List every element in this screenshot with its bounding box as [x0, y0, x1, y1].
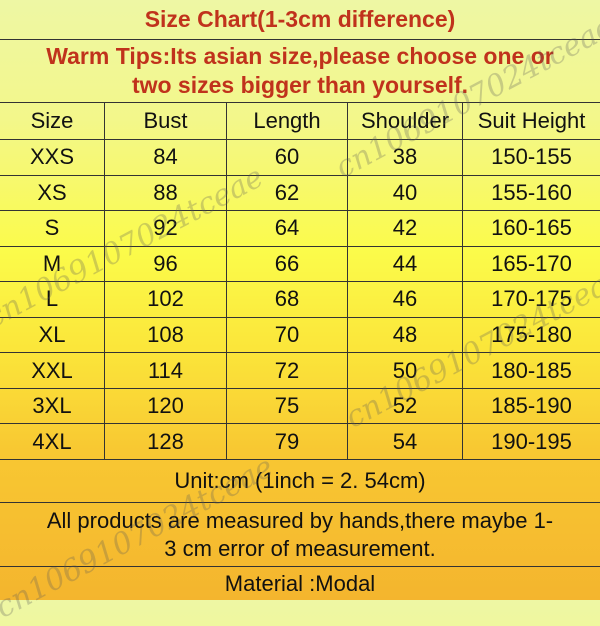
cell-size: 4XL — [0, 424, 105, 459]
material-row: Material :Modal — [224, 570, 376, 596]
cell-shoulder: 42 — [348, 211, 463, 246]
cell-length: 70 — [227, 317, 348, 353]
table-row: M 96 66 44 165-170 — [0, 246, 600, 283]
cell-shoulder: 52 — [348, 388, 463, 424]
cell-size: L — [0, 282, 105, 317]
cell-bust: 128 — [105, 424, 227, 459]
note-line1: All products are measured by hands,there… — [46, 507, 554, 533]
table-row: XXL 114 72 50 180-185 — [0, 353, 600, 389]
header-bust: Bust — [105, 103, 227, 139]
cell-bust: 96 — [105, 246, 227, 282]
cell-bust: 88 — [105, 175, 227, 211]
cell-bust: 92 — [105, 211, 227, 246]
cell-length: 60 — [227, 140, 348, 175]
header-suit-height: Suit Height — [477, 108, 586, 133]
cell-length: 66 — [227, 246, 348, 282]
cell-suit-height: 175-180 — [491, 322, 572, 348]
unit-row: Unit:cm (1inch = 2. 54cm) — [0, 460, 600, 503]
cell-bust: 114 — [105, 353, 227, 388]
cell-length: 62 — [227, 175, 348, 211]
cell-length: 79 — [227, 424, 348, 459]
cell-size: XS — [0, 175, 105, 211]
cell-suit-height: 180-185 — [491, 357, 572, 383]
warm-tips-line2: two sizes bigger than yourself. — [131, 72, 469, 98]
cell-suit-height: 170-175 — [491, 286, 572, 312]
cell-length: 68 — [227, 282, 348, 317]
cell-size: XXS — [0, 140, 105, 175]
cell-suit-height: 185-190 — [491, 393, 572, 419]
cell-size: XXL — [0, 353, 105, 388]
cell-shoulder: 38 — [348, 140, 463, 175]
cell-bust: 84 — [105, 140, 227, 175]
cell-size: XL — [0, 317, 105, 353]
cell-bust: 102 — [105, 282, 227, 317]
cell-length: 72 — [227, 353, 348, 388]
cell-shoulder: 50 — [348, 353, 463, 388]
cell-length: 75 — [227, 388, 348, 424]
cell-suit-height: 165-170 — [491, 250, 572, 276]
cell-suit-height: 155-160 — [491, 179, 572, 205]
cell-bust: 120 — [105, 388, 227, 424]
table-row: XS 88 62 40 155-160 — [0, 175, 600, 212]
header-size: Size — [0, 103, 105, 139]
cell-size: 3XL — [0, 388, 105, 424]
table-row: 4XL 128 79 54 190-195 — [0, 424, 600, 460]
note-line2: 3 cm error of measurement. — [164, 535, 436, 561]
table-row: XXS 84 60 38 150-155 — [0, 140, 600, 176]
cell-size: S — [0, 211, 105, 246]
table-header: Size Bust Length Shoulder Suit Height — [0, 103, 600, 140]
table-row: XL 108 70 48 175-180 — [0, 317, 600, 354]
header-length: Length — [227, 103, 348, 139]
table-row: S 92 64 42 160-165 — [0, 211, 600, 247]
table-row: L 102 68 46 170-175 — [0, 282, 600, 318]
cell-suit-height: 190-195 — [491, 428, 572, 454]
cell-shoulder: 40 — [348, 175, 463, 211]
cell-size: M — [0, 246, 105, 282]
cell-bust: 108 — [105, 317, 227, 353]
cell-shoulder: 46 — [348, 282, 463, 317]
cell-shoulder: 54 — [348, 424, 463, 459]
cell-length: 64 — [227, 211, 348, 246]
table-row: 3XL 120 75 52 185-190 — [0, 388, 600, 425]
warm-tips-line1: Warm Tips:Its asian size,please choose o… — [46, 43, 554, 69]
cell-suit-height: 150-155 — [491, 144, 572, 170]
measurement-note: All products are measured by hands,there… — [0, 503, 600, 567]
cell-suit-height: 160-165 — [491, 215, 572, 241]
warm-tips: Warm Tips:Its asian size,please choose o… — [0, 40, 600, 103]
chart-title: Size Chart(1-3cm difference) — [0, 0, 600, 40]
cell-shoulder: 44 — [348, 246, 463, 282]
cell-shoulder: 48 — [348, 317, 463, 353]
header-shoulder: Shoulder — [348, 103, 463, 139]
